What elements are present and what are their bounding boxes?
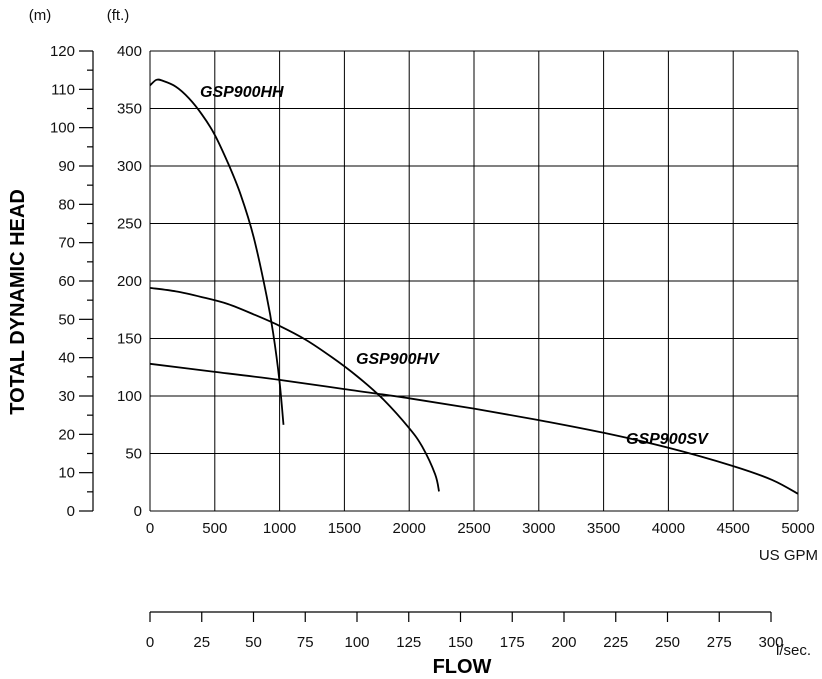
m-tick-label: 20	[58, 426, 75, 443]
y-axis-title: TOTAL DYNAMIC HEAD	[7, 189, 29, 415]
ft-tick-label: 0	[134, 503, 142, 520]
x-tick-label: 1000	[263, 520, 296, 537]
m-tick-label: 70	[58, 235, 75, 252]
ft-tick-label: 200	[117, 273, 142, 290]
axes	[79, 50, 772, 622]
ft-tick-label: 150	[117, 331, 142, 348]
m-tick-label: 50	[58, 311, 75, 328]
ft-tick-label: 300	[117, 158, 142, 175]
lsec-tick-label: 250	[655, 634, 680, 651]
lsec-tick-label: 25	[193, 634, 210, 651]
x-tick-label: 4000	[652, 520, 685, 537]
ft-tick-label: 400	[117, 43, 142, 60]
ft-tick-label: 250	[117, 216, 142, 233]
series-label-gsp900sv: GSP900SV	[626, 431, 709, 448]
lsec-tick-label: 75	[297, 634, 314, 651]
x-tick-label: 3000	[522, 520, 555, 537]
tick-labels: 0 500 1000 1500 2000 2500 3000 3500 4000 4500 5000…	[50, 43, 815, 651]
m-tick-label: 80	[58, 196, 75, 213]
m-tick-label: 110	[51, 81, 75, 98]
ft-tick-label: 100	[117, 388, 142, 405]
x-tick-label: 1500	[328, 520, 361, 537]
m-tick-label: 90	[58, 158, 75, 175]
lsec-tick-label: 175	[500, 634, 525, 651]
series-label-gsp900hv: GSP900HV	[356, 351, 440, 368]
m-tick-label: 10	[58, 465, 75, 482]
m-tick-label: 120	[50, 43, 75, 60]
m-tick-label: 30	[58, 388, 75, 405]
lsec-tick-label: 275	[707, 634, 732, 651]
m-tick-label: 0	[67, 503, 75, 520]
y-unit-left: (m)	[29, 7, 52, 24]
series-curves	[149, 78, 799, 495]
x-axis-title: FLOW	[433, 656, 492, 678]
lsec-tick-label: 200	[551, 634, 576, 651]
m-tick-label: 40	[58, 350, 75, 367]
x-tick-label: 3500	[587, 520, 620, 537]
series-curve-gsp900hh	[149, 78, 285, 425]
x-unit-label: US GPM	[759, 547, 818, 564]
ft-tick-label: 50	[125, 446, 142, 463]
m-tick-label: 60	[58, 273, 75, 290]
lsec-tick-label: 0	[146, 634, 154, 651]
series-curve-gsp900sv	[149, 362, 799, 495]
lsec-tick-label: 50	[245, 634, 262, 651]
x-tick-label: 4500	[717, 520, 750, 537]
lsec-tick-label: 100	[344, 634, 369, 651]
lsec-tick-label: 300	[758, 634, 783, 651]
x2-unit-label: l/sec.	[776, 642, 811, 659]
x-tick-label: 5000	[781, 520, 814, 537]
lsec-tick-label: 150	[448, 634, 473, 651]
ft-tick-label: 350	[117, 101, 142, 118]
x-tick-label: 500	[202, 520, 227, 537]
lsec-tick-label: 125	[396, 634, 421, 651]
series-label-gsp900hh: GSP900HH	[200, 84, 284, 101]
x-tick-label: 2500	[457, 520, 490, 537]
x-tick-label: 0	[146, 520, 154, 537]
m-tick-label: 100	[50, 120, 75, 137]
series-curve-gsp900hv	[149, 287, 440, 492]
y-unit-right: (ft.)	[107, 7, 130, 24]
lsec-tick-label: 225	[603, 634, 628, 651]
x-tick-label: 2000	[393, 520, 426, 537]
